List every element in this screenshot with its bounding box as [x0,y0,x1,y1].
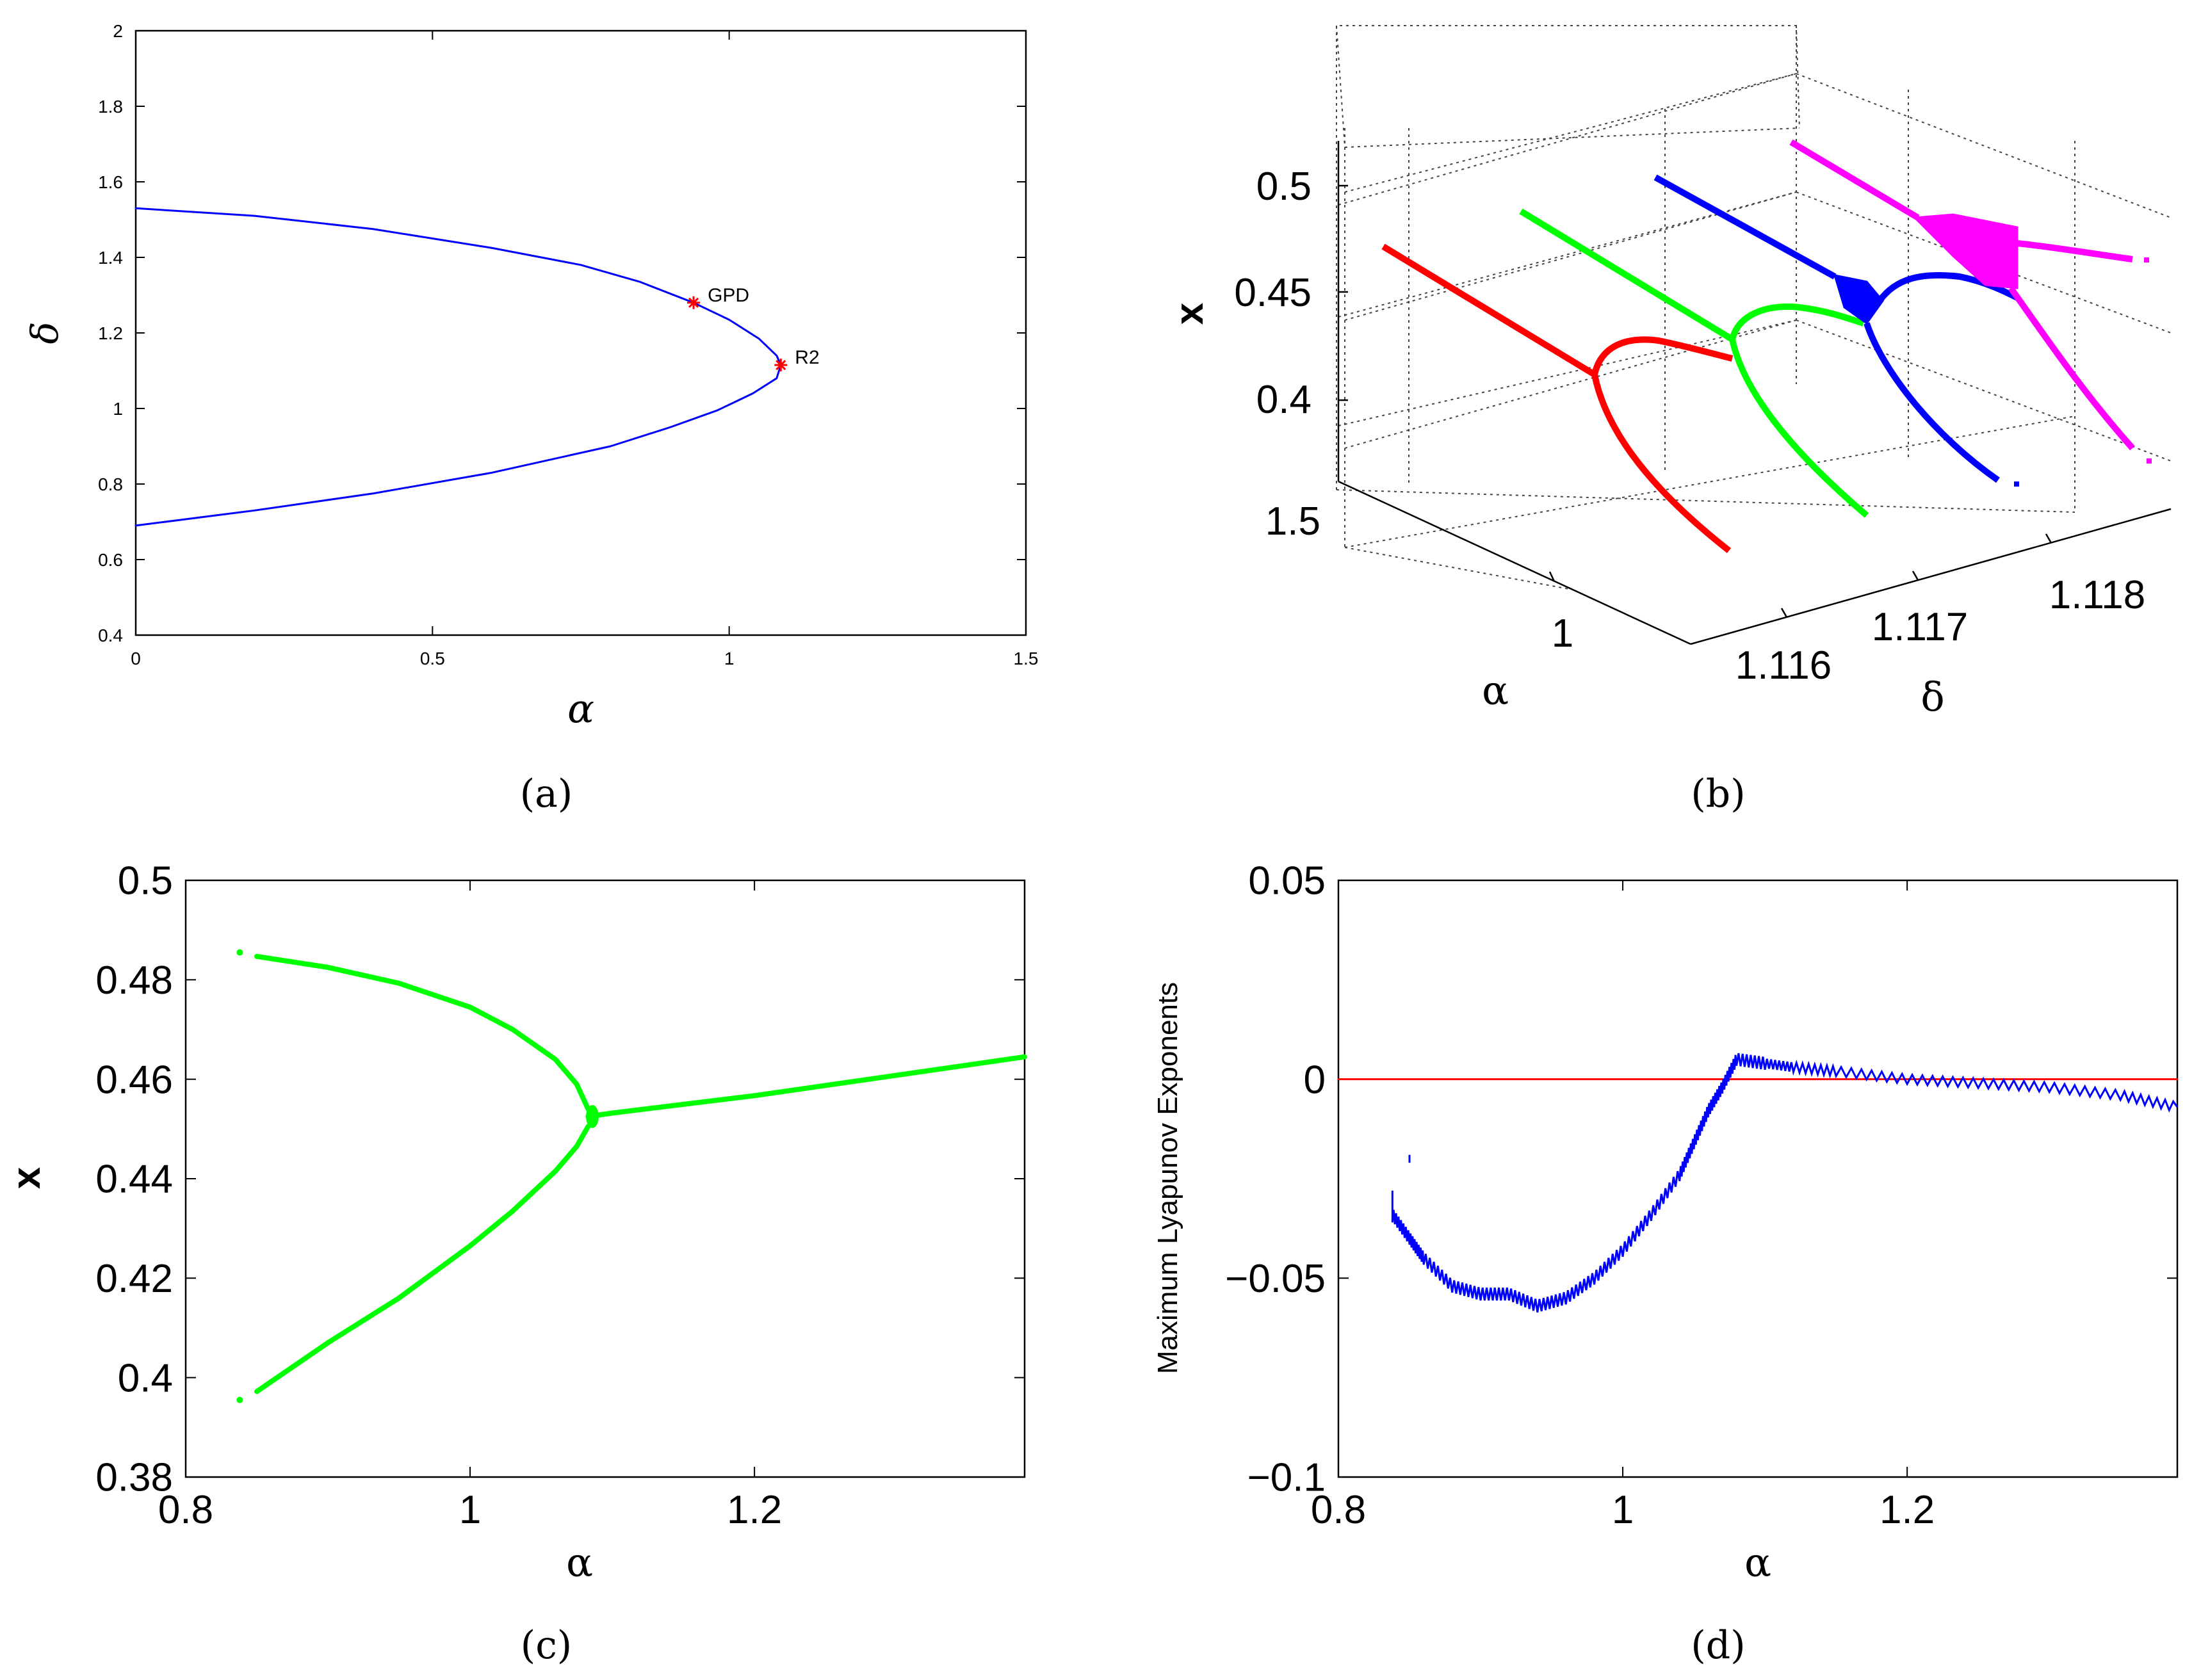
xtick-label: 1 [1612,1488,1634,1532]
panel-b-grid [1336,25,2172,590]
series-single-branch [585,1054,1027,1119]
isolated-point [236,949,243,956]
panel-b-delta-axis [1690,508,2172,645]
panel-b-alpha-axis [1338,480,1691,645]
b-xlabel: α [1482,667,1509,714]
xtick-label: 1.2 [1880,1488,1935,1532]
ytick-label: 0.4 [98,626,123,645]
series-blue [1653,174,2019,487]
series-red [1381,243,1734,553]
ytick-label: 1.8 [98,97,123,117]
ytick-label: 0.48 [95,958,173,1003]
xtick-label: 0 [131,649,141,668]
branch-point-blob [586,1104,599,1128]
xtick-label: 1 [724,649,735,668]
ytick-label: 2 [113,21,123,41]
b-ytick-0.4: 0.4 [1256,378,1312,422]
panel-a-xlabel: α [567,685,594,732]
point-label: GPD [708,285,749,306]
ytick-label: 1.4 [98,248,123,268]
point-marker-stroke [776,360,786,371]
caption-b: (b) [1691,771,1745,816]
ytick-label: 1.6 [98,172,123,192]
ytick-label: 0 [1304,1058,1326,1102]
panel-d: 0.8 1 1.2 −0.1 −0.05 0 0.05 α Maximum Lyapunov… [1152,859,2179,1668]
panel-c: 0.8 1 1.2 0.38 0.4 0.42 0.44 0.46 0.48 0.5 α x (c… [4,859,1027,1668]
ytick-label: −0.05 [1225,1257,1326,1301]
b-ztick-1.118: 1.118 [2049,573,2146,617]
caption-c: (c) [521,1623,572,1668]
ytick-label: 0.5 [118,859,173,903]
ytick-label: −0.1 [1247,1456,1326,1500]
xtick-label: 0.5 [420,649,445,668]
b-ytick-0.5: 0.5 [1256,165,1312,209]
ytick-label: 0.46 [95,1058,173,1102]
ytick-label: 0.42 [95,1257,173,1301]
ytick-label: 0.6 [98,550,123,570]
caption-a: (a) [520,771,573,816]
b-ztick-1.117: 1.117 [1872,605,1969,649]
ytick-label: 0.05 [1248,859,1326,903]
b-ztick-1.116: 1.116 [1735,643,1832,688]
panel-c-ylabel: x [4,1167,49,1189]
point-label: R2 [795,347,819,368]
ytick-label: 0.8 [98,474,123,494]
panel-b-axis-ticks [1338,184,2052,618]
panel-a-frame [134,29,1027,636]
ytick-label: 0.4 [118,1356,173,1400]
ytick-label: 1 [113,399,123,419]
panel-c-frame [184,879,1026,1478]
xtick-label: 1 [459,1488,481,1532]
series-bifurcation-curve [134,207,782,527]
b-xtick-1: 1 [1552,611,1573,656]
series-lower-branch [254,1124,591,1394]
panel-d-xlabel: α [1744,1539,1771,1586]
panel-c-xlabel: α [566,1539,593,1586]
b-ytick-0.45: 0.45 [1234,271,1312,315]
xtick-label: 0.8 [158,1488,213,1532]
point-gpd [687,296,701,309]
xtick-label: 0.8 [1311,1488,1366,1532]
caption-d: (d) [1691,1623,1745,1668]
series-mle [1391,1053,2179,1312]
xtick-label: 1.5 [1014,649,1039,668]
b-ylabel: x [1167,302,1212,325]
panel-d-ylabel: Maximum Lyapunov Exponents [1152,982,1183,1374]
series-upper-branch [254,953,591,1112]
point-marker-stroke [688,297,699,308]
panel-b: 0.5 0.45 0.4 1.5 1 1.116 1.117 1.118 α δ… [1167,25,2172,816]
ytick-label: 0.38 [95,1456,173,1500]
series-magenta [1789,139,2152,464]
ytick-label: 0.44 [95,1158,173,1202]
b-xtick-1.5: 1.5 [1265,499,1320,544]
ytick-label: 1.2 [98,323,123,343]
point-r2 [774,359,788,372]
b-zlabel: δ [1921,674,1944,720]
panel-a-ylabel: δ [23,322,67,344]
series-green [1519,208,1869,518]
xtick-label: 1.2 [727,1488,782,1532]
isolated-point [236,1396,243,1403]
panel-d-frame [1337,879,2179,1478]
